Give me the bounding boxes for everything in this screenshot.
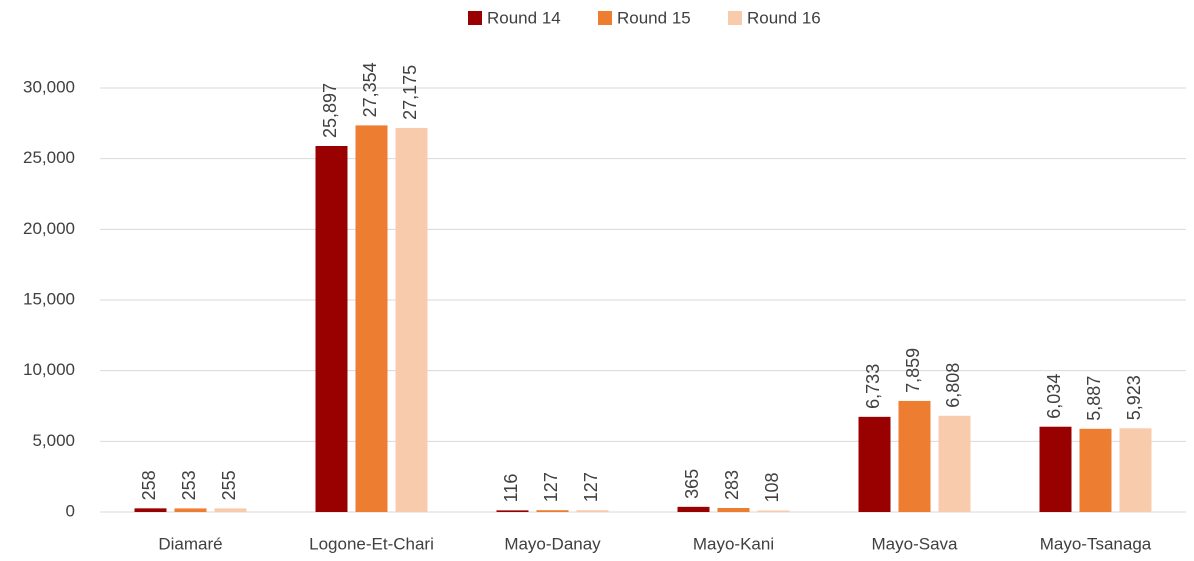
- bar: [898, 400, 931, 512]
- bar: [134, 508, 167, 512]
- bar: [717, 508, 750, 512]
- data-label: 253: [179, 470, 199, 500]
- legend-label: Round 14: [487, 8, 561, 27]
- data-label: 127: [581, 472, 601, 502]
- bar: [938, 415, 971, 512]
- data-label: 255: [219, 470, 239, 500]
- bar: [355, 125, 388, 513]
- bar: [757, 510, 790, 512]
- data-label: 5,923: [1124, 375, 1144, 420]
- y-tick-label: 15,000: [23, 289, 75, 308]
- data-label: 116: [501, 474, 521, 503]
- bar: [315, 145, 348, 512]
- x-tick-label: Mayo-Sava: [872, 534, 959, 553]
- data-label: 25,897: [320, 83, 340, 138]
- data-label: 27,354: [360, 62, 380, 117]
- bar: [536, 510, 569, 512]
- y-tick-label: 10,000: [23, 360, 75, 379]
- data-label: 365: [682, 469, 702, 499]
- data-label: 283: [722, 470, 742, 500]
- bar: [496, 510, 529, 512]
- data-label: 258: [139, 470, 159, 500]
- data-label: 108: [762, 472, 782, 502]
- x-tick-label: Diamaré: [158, 534, 222, 553]
- x-tick-label: Mayo-Kani: [693, 534, 774, 553]
- bar: [677, 506, 710, 512]
- bar: [174, 508, 207, 512]
- y-tick-label: 25,000: [23, 148, 75, 167]
- x-tick-label: Mayo-Tsanaga: [1040, 534, 1152, 553]
- y-tick-label: 30,000: [23, 77, 75, 96]
- x-tick-label: Logone-Et-Chari: [309, 534, 434, 553]
- legend-swatch: [728, 11, 742, 25]
- legend-label: Round 16: [747, 8, 821, 27]
- legend-swatch: [468, 11, 482, 25]
- data-label: 6,808: [943, 363, 963, 408]
- data-label: 127: [541, 472, 561, 502]
- bar: [1039, 426, 1072, 512]
- legend-label: Round 15: [617, 8, 691, 27]
- legend-swatch: [598, 11, 612, 25]
- bar: [1079, 428, 1112, 512]
- data-label: 7,859: [903, 348, 923, 393]
- x-tick-label: Mayo-Danay: [504, 534, 601, 553]
- y-tick-label: 20,000: [23, 219, 75, 238]
- bar: [395, 127, 428, 512]
- data-label: 5,887: [1084, 376, 1104, 421]
- data-label: 6,733: [863, 364, 883, 409]
- data-label: 27,175: [400, 65, 420, 120]
- y-tick-label: 0: [66, 501, 75, 520]
- bar: [576, 510, 609, 512]
- y-tick-label: 5,000: [32, 431, 75, 450]
- bar: [214, 508, 247, 512]
- data-label: 6,034: [1044, 374, 1064, 419]
- bar: [1119, 428, 1152, 512]
- bar: [858, 416, 891, 512]
